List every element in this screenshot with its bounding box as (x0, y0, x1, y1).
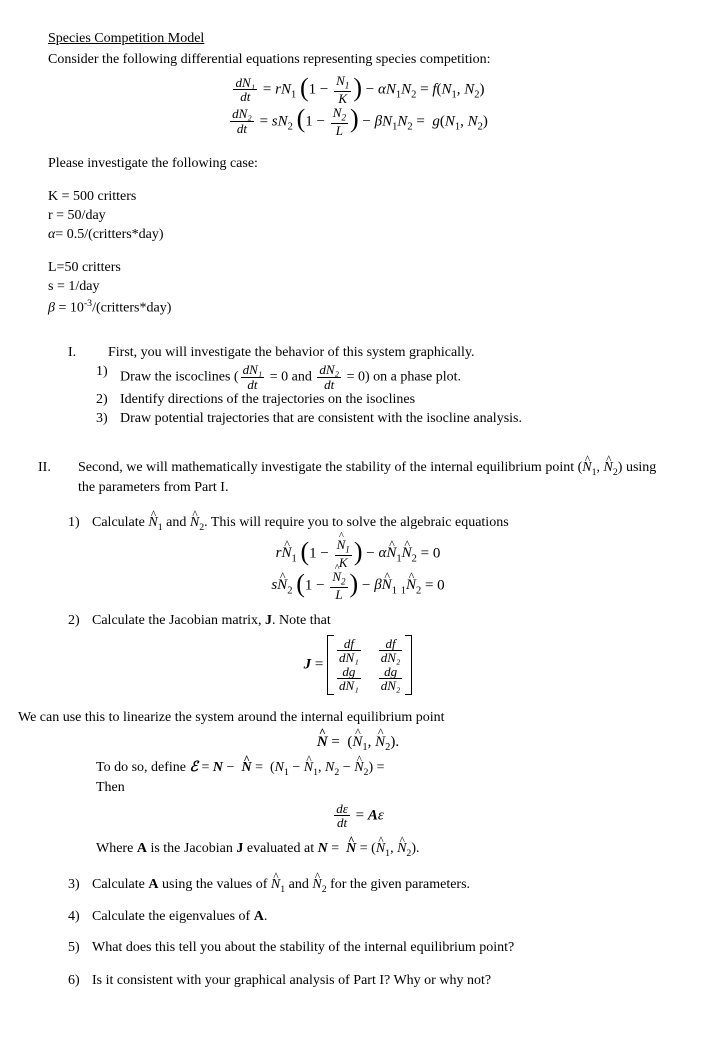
J11t: df (337, 637, 361, 652)
frac1-bot: dt (241, 378, 265, 392)
then-label: Then (96, 779, 668, 798)
J22b: dN₂ (379, 679, 403, 693)
deps-bot: dt (334, 816, 350, 830)
I-2-text: Identify directions of the trajectories … (120, 391, 668, 410)
deps-top: dε (334, 802, 350, 817)
I-2-num: 2) (96, 391, 120, 410)
frac2-top: dN₂ (317, 363, 341, 378)
lin-def: To do so, define ℰ = N − N = (N1 − N1, N… (96, 759, 668, 779)
eq1-num: dN₁ (233, 76, 257, 91)
II-4-num: 4) (68, 908, 92, 927)
I-intro: First, you will investigate the behavior… (108, 344, 668, 363)
II-1-num: 1) (68, 514, 92, 534)
investigate-line: Please investigate the following case: (48, 155, 668, 174)
J-label: J (304, 656, 312, 672)
page: Species Competition Model Consider the f… (0, 0, 716, 1031)
intro-text: Consider the following differential equa… (48, 51, 668, 70)
params-b: L=50 critters s = 1/day β = 10-3/(critte… (48, 259, 668, 318)
title: Species Competition Model (48, 30, 668, 49)
II-3-text: Calculate A using the values of N1 and N… (92, 876, 668, 896)
II-4-text: Calculate the eigenvalues of A. (92, 908, 668, 927)
I-3-num: 3) (96, 410, 120, 429)
II-6-text: Is it consistent with your graphical ana… (92, 972, 668, 991)
J21t: dg (337, 665, 361, 680)
eq2-den: dt (230, 122, 254, 136)
J21b: dN₁ (337, 679, 361, 693)
jacobian-matrix: dfdN₁ dfdN₂ dgdN₁ dgdN₂ (327, 635, 412, 696)
deps-eq: dεdt = Aε (48, 802, 668, 830)
roman-I: I. (68, 344, 108, 363)
II-2-num: 2) (68, 612, 92, 631)
II-2-text: Calculate the Jacobian matrix, J. Note t… (92, 612, 668, 631)
param-L: L=50 critters (48, 259, 668, 278)
param-r: r = 50/day (48, 207, 668, 226)
I-3-text: Draw potential trajectories that are con… (120, 410, 668, 429)
II-intro: Second, we will mathematically investiga… (78, 459, 668, 498)
I-1-text: Draw the iscoclines (dN₁dt = 0 and dN₂dt… (120, 363, 668, 391)
params-a: K = 500 critters r = 50/day α= 0.5/(crit… (48, 188, 668, 245)
param-alpha: α= 0.5/(critters*day) (48, 226, 668, 245)
param-K: K = 500 critters (48, 188, 668, 207)
II-5-num: 5) (68, 939, 92, 958)
I-1-num: 1) (96, 363, 120, 391)
I-1-mid: = 0 and (266, 369, 315, 384)
frac1-top: dN₁ (241, 363, 265, 378)
J11b: dN₁ (337, 651, 361, 665)
frac2-bot: dt (317, 378, 341, 392)
J12b: dN₂ (379, 651, 403, 665)
J12t: df (379, 637, 403, 652)
eq1-den: dt (233, 90, 257, 104)
II-1-equations: rN1 (1 − N1K) − αN1N2 = 0 sN2 (1 − N2L) … (48, 538, 668, 602)
II-1-text: Calculate N1 and N2. This will require y… (92, 514, 668, 534)
jacobian: J = dfdN₁ dfdN₂ dgdN₁ dgdN₂ (48, 635, 668, 696)
part-I: I. First, you will investigate the behav… (48, 344, 668, 429)
II-6-num: 6) (68, 972, 92, 991)
where-A: Where A is the Jacobian J evaluated at N… (96, 840, 668, 860)
roman-II: II. (38, 459, 78, 498)
param-beta: β = 10-3/(critters*day) (48, 297, 668, 319)
J22t: dg (379, 665, 403, 680)
part-II: II. Second, we will mathematically inves… (48, 459, 668, 991)
linearize-text: We can use this to linearize the system … (18, 709, 668, 728)
II-5-text: What does this tell you about the stabil… (92, 939, 668, 958)
param-s: s = 1/day (48, 278, 668, 297)
equation-block-1: dN₁dt = rN1 (1 − N1K) − αN1N2 = f(N1, N2… (48, 74, 668, 138)
eq2-num: dN₂ (230, 107, 254, 122)
I-1a: Draw the iscoclines ( (120, 369, 239, 384)
II-3-num: 3) (68, 876, 92, 896)
I-1-end: = 0) on a phase plot. (343, 369, 461, 384)
